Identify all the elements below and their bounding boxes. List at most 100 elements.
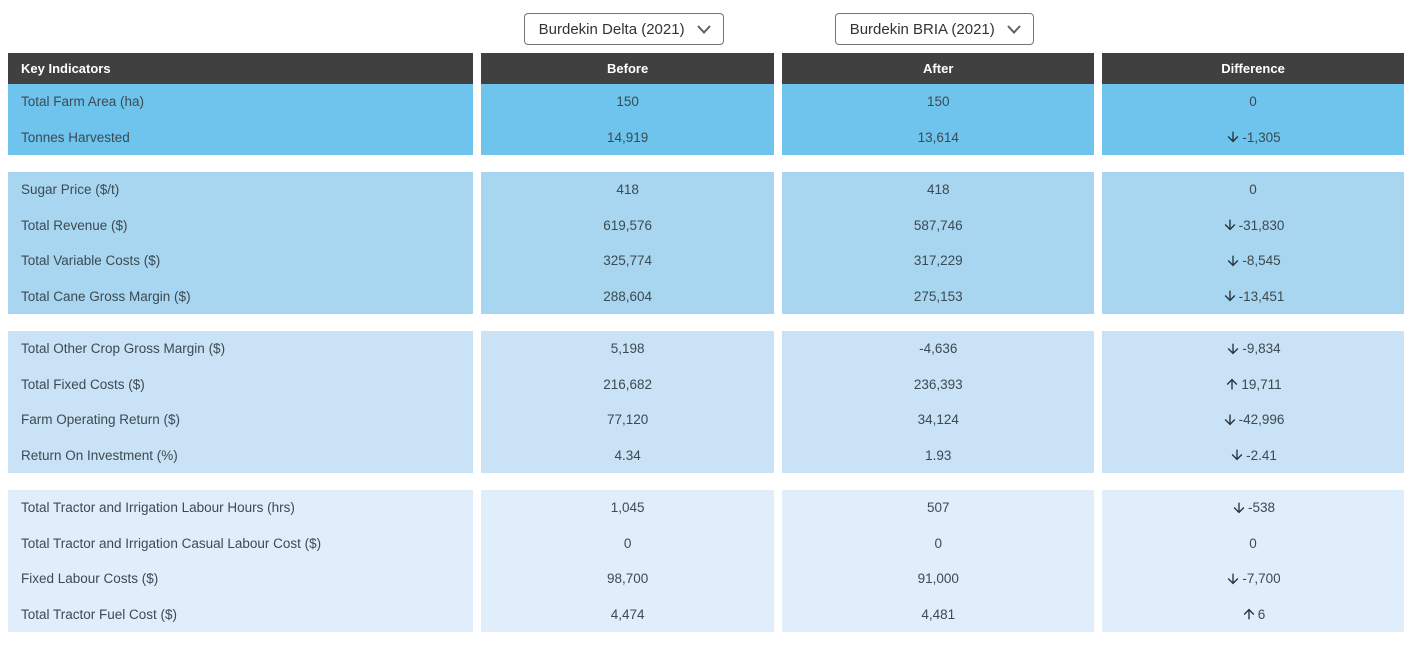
before-scenario-dropdown[interactable]: Burdekin Delta (2021) xyxy=(523,13,724,45)
arrow-down-icon xyxy=(1228,343,1239,355)
row-label: Total Cane Gross Margin ($) xyxy=(21,288,191,304)
row-label: Total Revenue ($) xyxy=(21,217,128,233)
difference-number: 0 xyxy=(1249,182,1257,198)
table-row: Sugar Price ($/t) 418 418 0 xyxy=(8,172,1404,208)
table-row: Total Tractor and Irrigation Labour Hour… xyxy=(8,490,1404,526)
table-body: Total Farm Area (ha) 150 150 0 Tonnes Harves… xyxy=(8,84,1404,632)
arrow-up-icon xyxy=(1227,378,1238,390)
difference-number: -1,305 xyxy=(1242,129,1281,145)
before-value: 288,604 xyxy=(472,278,775,314)
difference-number: -13,451 xyxy=(1238,288,1285,304)
chevron-down-icon xyxy=(696,24,711,34)
before-value: 418 xyxy=(472,172,775,208)
arrow-down-icon xyxy=(1231,449,1243,461)
row-label: Total Fixed Costs ($) xyxy=(21,376,145,392)
table-row: Total Cane Gross Margin ($) 288,604 275,15… xyxy=(8,278,1404,314)
before-value: 619,576 xyxy=(472,207,775,243)
row-label: Total Variable Costs ($) xyxy=(21,253,161,269)
before-value: 4.34 xyxy=(472,437,775,473)
table-row: Total Variable Costs ($) 325,774 317,229 -8… xyxy=(8,243,1404,279)
before-value: 0 xyxy=(472,525,775,561)
difference-number: -538 xyxy=(1248,500,1276,516)
after-selector-cell: Burdekin BRIA (2021) xyxy=(774,13,1094,45)
indicator-section-3: Total Other Crop Gross Margin ($) 5,198 -4… xyxy=(8,331,1404,473)
table-row: Total Farm Area (ha) 150 150 0 xyxy=(8,84,1404,120)
selector-spacer-right xyxy=(1094,13,1404,45)
arrow-up-icon xyxy=(1243,608,1255,620)
difference-value: -2.41 xyxy=(1094,437,1404,473)
row-label: Total Other Crop Gross Margin ($) xyxy=(21,341,226,357)
after-value: 236,393 xyxy=(774,366,1094,402)
difference-number: -7,700 xyxy=(1242,571,1281,587)
difference-value: 0 xyxy=(1094,84,1404,120)
difference-number: -31,830 xyxy=(1238,217,1285,233)
row-label: Total Tractor and Irrigation Casual Labo… xyxy=(21,535,322,551)
row-label: Total Tractor and Irrigation Labour Hour… xyxy=(21,500,295,516)
indicator-section-1: Total Farm Area (ha) 150 150 0 Tonnes Harves… xyxy=(8,84,1404,155)
indicator-section-4: Total Tractor and Irrigation Labour Hour… xyxy=(8,490,1404,632)
table-row: Total Other Crop Gross Margin ($) 5,198 -4… xyxy=(8,331,1404,367)
arrow-down-icon xyxy=(1228,131,1239,143)
table-row: Return On Investment (%) 4.34 1.93 -2.41 xyxy=(8,437,1404,473)
after-value: 418 xyxy=(774,172,1094,208)
difference-value: 6 xyxy=(1094,596,1404,632)
difference-number: 6 xyxy=(1257,606,1266,622)
before-value: 14,919 xyxy=(472,119,775,155)
difference-number: 0 xyxy=(1249,535,1257,551)
difference-value: 0 xyxy=(1094,525,1404,561)
difference-number: -8,545 xyxy=(1242,253,1281,269)
row-label: Fixed Labour Costs ($) xyxy=(21,571,159,587)
after-value: 1.93 xyxy=(774,437,1094,473)
difference-value: 19,711 xyxy=(1094,366,1404,402)
before-value: 5,198 xyxy=(472,331,775,367)
before-selector-cell: Burdekin Delta (2021) xyxy=(473,13,775,45)
table-row: Total Revenue ($) 619,576 587,746 -31,830 xyxy=(8,207,1404,243)
difference-value: -538 xyxy=(1094,490,1404,526)
row-label: Tonnes Harvested xyxy=(21,129,130,145)
key-indicators-table: Key Indicators Before After Difference T… xyxy=(8,53,1404,632)
table-row: Total Tractor and Irrigation Casual Labo… xyxy=(8,525,1404,561)
table-row: Tonnes Harvested 14,919 13,614 -1,305 xyxy=(8,119,1404,155)
difference-value: -1,305 xyxy=(1094,119,1404,155)
table-row: Fixed Labour Costs ($) 98,700 91,000 -7,700 xyxy=(8,561,1404,597)
header-key-indicators: Key Indicators xyxy=(21,61,111,76)
before-value: 1,045 xyxy=(472,490,775,526)
before-value: 216,682 xyxy=(472,366,775,402)
after-value: 91,000 xyxy=(774,561,1094,597)
difference-value: -13,451 xyxy=(1094,278,1404,314)
after-value: 587,746 xyxy=(774,207,1094,243)
row-label: Total Farm Area (ha) xyxy=(21,94,145,110)
after-scenario-value: Burdekin BRIA (2021) xyxy=(849,20,995,38)
difference-value: -8,545 xyxy=(1094,243,1404,279)
table-row: Farm Operating Return ($) 77,120 34,124 -42… xyxy=(8,402,1404,438)
table-row: Total Tractor Fuel Cost ($) 4,474 4,481 6 xyxy=(8,596,1404,632)
after-value: -4,636 xyxy=(774,331,1094,367)
table-header-row: Key Indicators Before After Difference xyxy=(8,53,1404,84)
arrow-down-icon xyxy=(1224,414,1235,426)
before-value: 77,120 xyxy=(472,402,775,438)
arrow-down-icon xyxy=(1224,290,1235,302)
row-label: Return On Investment (%) xyxy=(21,447,178,463)
before-value: 4,474 xyxy=(472,596,775,632)
header-after: After xyxy=(774,53,1094,84)
difference-number: 19,711 xyxy=(1241,376,1282,392)
after-scenario-dropdown[interactable]: Burdekin BRIA (2021) xyxy=(834,13,1034,45)
after-value: 275,153 xyxy=(774,278,1094,314)
after-value: 34,124 xyxy=(774,402,1094,438)
arrow-down-icon xyxy=(1224,219,1235,231)
after-value: 507 xyxy=(774,490,1094,526)
scenario-selector-bar: Burdekin Delta (2021) Burdekin BRIA (202… xyxy=(8,13,1404,45)
difference-value: 0 xyxy=(1094,172,1404,208)
chevron-down-icon xyxy=(1007,24,1021,34)
difference-number: -42,996 xyxy=(1238,412,1285,428)
after-value: 4,481 xyxy=(774,596,1094,632)
arrow-down-icon xyxy=(1233,502,1245,514)
difference-value: -7,700 xyxy=(1094,561,1404,597)
difference-number: 0 xyxy=(1249,94,1257,110)
arrow-down-icon xyxy=(1228,573,1239,585)
row-label: Farm Operating Return ($) xyxy=(21,412,181,428)
before-value: 325,774 xyxy=(472,243,775,279)
header-difference: Difference xyxy=(1094,53,1404,84)
difference-number: -9,834 xyxy=(1242,341,1281,357)
